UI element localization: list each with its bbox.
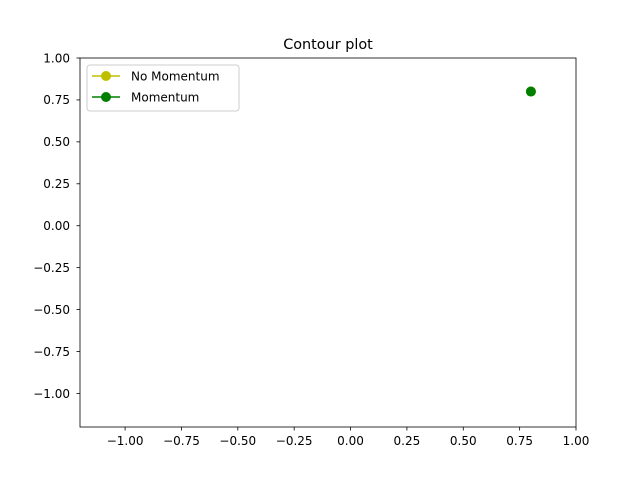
chart-title: Contour plot [283,37,373,53]
y-tick-label: 1.00 [43,51,70,65]
momentum-point [525,86,536,97]
x-tick-label: 1.00 [563,434,590,448]
y-tick-label: 0.50 [43,135,70,149]
legend-label: No Momentum [131,70,220,84]
x-tick-label: −0.25 [276,434,313,448]
legend-item-momentum: Momentum [92,91,199,105]
legend-item-no-momentum: No Momentum [92,70,220,84]
x-tick-label: −1.00 [107,434,144,448]
y-tick-label: −1.00 [33,387,70,401]
legend-swatch-marker [101,92,111,102]
y-tick-label: 0.25 [43,177,70,191]
legend-label: Momentum [131,91,199,105]
legend-items: No Momentum Momentum [92,70,220,105]
x-tick-label: 0.75 [506,434,533,448]
x-tick-label: 0.25 [394,434,421,448]
x-tick-label: −0.75 [163,434,200,448]
axis-ticks: −1.00 −0.75 −0.50 −0.25 0.00 0.25 0.50 0.75 1.00… [33,51,589,448]
y-tick-label: 0.00 [43,219,70,233]
x-tick-label: 0.00 [337,434,364,448]
y-tick-label: −0.75 [33,345,70,359]
axes-frame [79,57,577,428]
y-tick-label: 0.75 [43,93,70,107]
plot-area [525,86,536,97]
legend-swatch-marker [101,71,111,81]
x-tick-label: −0.50 [219,434,256,448]
y-tick-label: −0.25 [33,261,70,275]
y-tick-label: −0.50 [33,303,70,317]
legend: No Momentum Momentum [86,64,240,112]
legend-frame [86,64,240,112]
x-tick-label: 0.50 [450,434,477,448]
